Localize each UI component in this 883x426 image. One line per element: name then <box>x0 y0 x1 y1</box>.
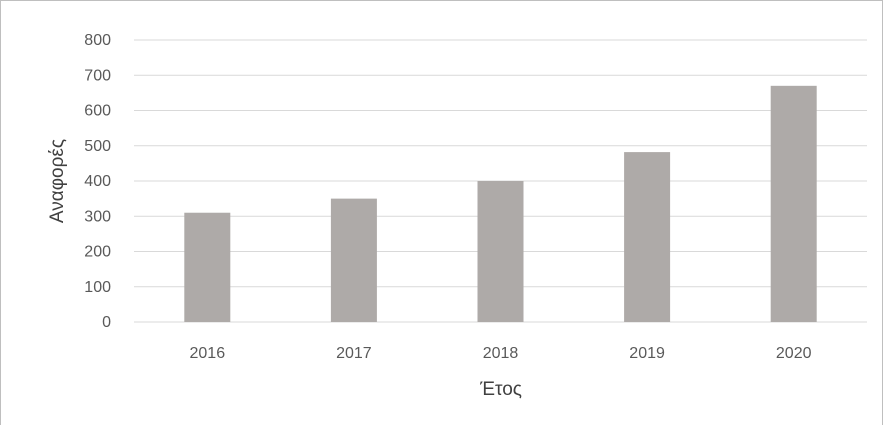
bar-2020 <box>770 85 817 322</box>
y-tick-label: 600 <box>84 103 111 120</box>
x-tick-label: 2020 <box>776 345 812 362</box>
y-tick-label: 100 <box>84 279 111 296</box>
y-tick-label: 700 <box>84 67 111 84</box>
bar-2017 <box>330 198 377 322</box>
y-axis-ticks: 0 100 200 300 400 500 600 700 800 <box>84 32 111 331</box>
y-tick-label: 200 <box>84 244 111 261</box>
y-tick-label: 500 <box>84 138 111 155</box>
x-axis-title: Έτος <box>479 379 522 400</box>
x-axis-ticks: 2016 2017 2018 2019 2020 <box>190 345 812 362</box>
bar-2016 <box>184 212 231 322</box>
bars <box>184 85 817 322</box>
x-tick-label: 2017 <box>336 345 372 362</box>
y-axis-title: Αναφορές <box>47 139 68 223</box>
x-tick-label: 2019 <box>629 345 665 362</box>
y-tick-label: 300 <box>84 208 111 225</box>
y-tick-label: 0 <box>102 314 111 331</box>
bar-2018 <box>477 181 524 322</box>
y-tick-label: 400 <box>84 173 111 190</box>
x-tick-label: 2016 <box>190 345 226 362</box>
x-tick-label: 2018 <box>483 345 519 362</box>
y-tick-label: 800 <box>84 32 111 49</box>
bar-2019 <box>624 152 671 322</box>
